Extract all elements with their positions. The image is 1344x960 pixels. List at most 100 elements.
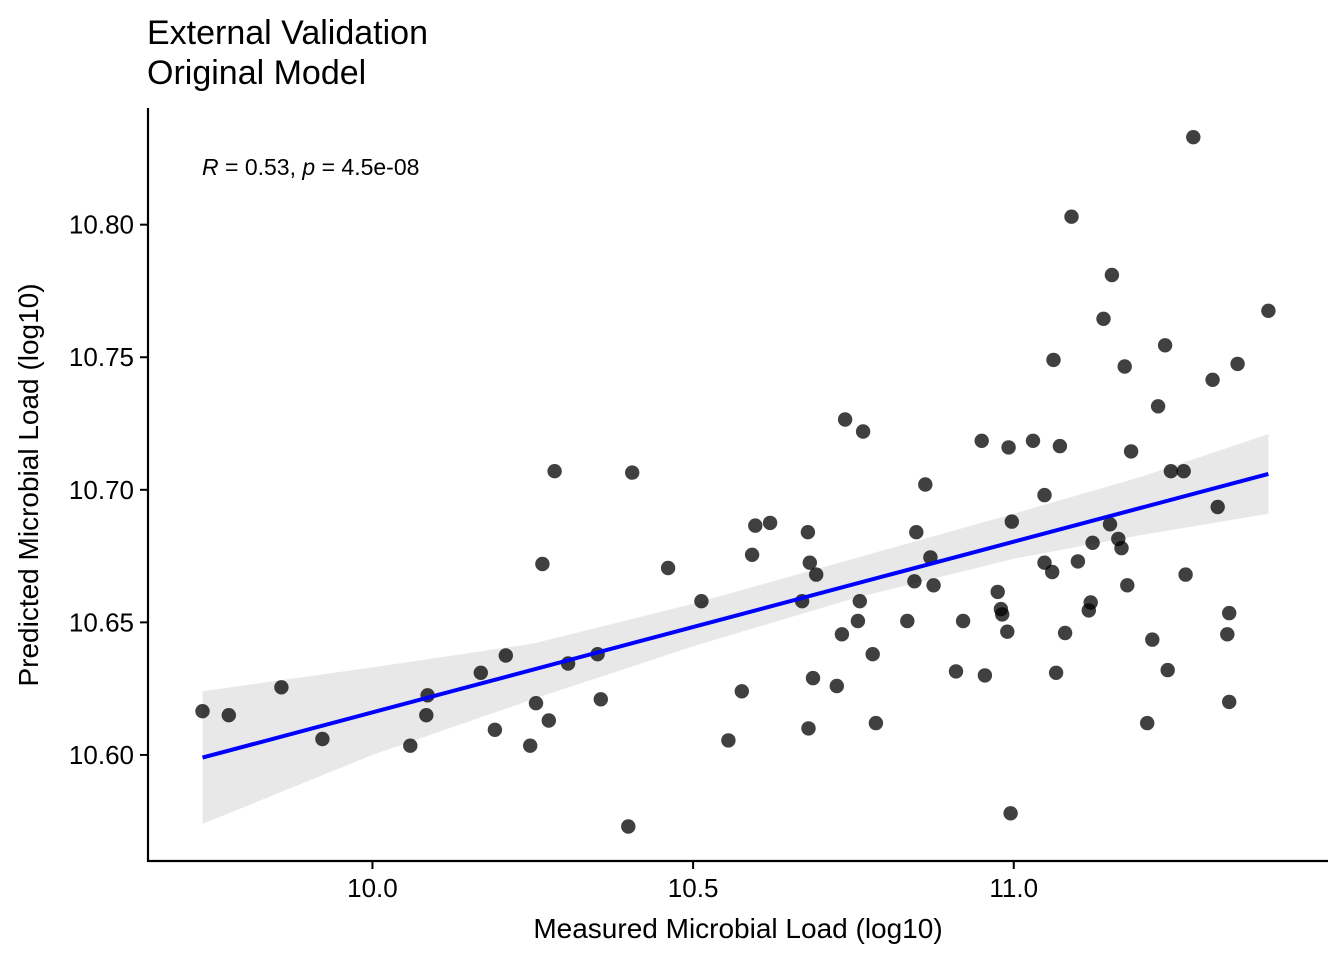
y-tick-label: 10.65 (69, 607, 134, 637)
data-point (1025, 433, 1041, 448)
data-point (660, 560, 676, 576)
data-point (274, 680, 289, 695)
data-point (805, 670, 821, 686)
data-point (473, 665, 488, 680)
data-point (734, 684, 749, 699)
data-point (834, 627, 850, 642)
data-point (541, 713, 556, 728)
points-layer (195, 130, 1276, 834)
data-point (315, 731, 330, 747)
data-point (1163, 464, 1179, 479)
data-point (547, 464, 562, 479)
data-point (800, 525, 816, 540)
r-value: = 0.53, (219, 154, 303, 180)
data-point (195, 704, 210, 719)
data-point (1140, 715, 1155, 731)
data-point (1205, 372, 1220, 387)
data-point (868, 715, 884, 731)
data-point (1096, 311, 1111, 326)
data-point (1104, 267, 1120, 283)
data-point (762, 515, 778, 531)
data-point (837, 412, 853, 427)
data-point (744, 547, 760, 562)
data-point (1001, 440, 1016, 455)
data-point (1123, 444, 1139, 459)
x-tick-label: 11.0 (989, 873, 1038, 903)
y-tick-label: 10.70 (69, 475, 134, 505)
data-point (900, 613, 915, 629)
regression-line (201, 471, 1269, 760)
data-point (1064, 209, 1079, 224)
data-point (1045, 564, 1060, 580)
data-point (1037, 487, 1052, 503)
correlation-annotation: R = 0.53, p = 4.5e-08 (202, 154, 419, 180)
r-symbol: R (202, 154, 219, 180)
data-point (221, 708, 236, 723)
data-point (535, 556, 550, 572)
data-point (995, 607, 1010, 622)
y-tick-label: 10.75 (69, 342, 134, 372)
data-point (1070, 554, 1086, 569)
data-point (419, 708, 434, 723)
data-point (1157, 338, 1173, 353)
y-axis-title: Predicted Microbial Load (log10) (13, 283, 44, 686)
data-point (865, 647, 880, 662)
data-point (1102, 517, 1118, 532)
data-point (850, 613, 866, 629)
data-point (1145, 632, 1160, 647)
p-value: = 4.5e-08 (315, 154, 419, 180)
data-point (1220, 627, 1235, 642)
data-point (625, 465, 640, 480)
data-point (528, 696, 544, 711)
p-symbol: p (301, 154, 315, 180)
data-point (907, 574, 922, 589)
data-point (593, 692, 608, 707)
data-point (852, 594, 867, 609)
data-point (809, 567, 824, 582)
data-point (1176, 464, 1191, 479)
data-point (1222, 694, 1237, 710)
data-point (1048, 665, 1064, 680)
data-point (621, 819, 636, 834)
confidence-band (202, 434, 1269, 824)
data-point (1186, 130, 1201, 145)
confidence-band-layer (202, 434, 1269, 824)
data-point (694, 594, 709, 609)
data-point (1003, 806, 1018, 821)
x-axis-ticks: 10.0 10.5 11.0 (347, 861, 1038, 903)
data-point (1150, 399, 1166, 414)
x-axis-title: Measured Microbial Load (log10) (533, 913, 942, 944)
data-point (721, 733, 736, 748)
data-point (1000, 624, 1015, 639)
data-point (1222, 605, 1237, 621)
y-tick-label: 10.60 (69, 740, 134, 770)
data-point (1178, 567, 1193, 582)
data-point (1046, 352, 1061, 368)
data-point (1057, 625, 1073, 641)
data-point (926, 578, 941, 593)
data-point (1114, 540, 1129, 556)
data-point (1052, 438, 1068, 454)
data-point (909, 525, 924, 540)
data-point (498, 648, 513, 663)
y-axis-ticks: 10.60 10.65 10.70 10.75 10.80 (69, 210, 148, 770)
x-tick-label: 10.0 (347, 873, 398, 903)
data-point (1210, 499, 1225, 515)
data-point (955, 613, 971, 629)
fit-line-layer (201, 471, 1269, 760)
data-point (403, 738, 418, 753)
data-point (801, 721, 816, 736)
data-point (1083, 595, 1098, 610)
data-point (1117, 359, 1132, 374)
x-tick-label: 10.5 (668, 873, 719, 903)
data-point (948, 664, 964, 679)
data-point (487, 722, 503, 737)
data-point (1230, 356, 1245, 372)
data-point (974, 433, 989, 448)
chart-subtitle: Original Model (147, 54, 366, 92)
data-point (918, 477, 933, 492)
data-point (523, 738, 538, 753)
data-point (1120, 578, 1135, 593)
data-point (1160, 662, 1175, 678)
